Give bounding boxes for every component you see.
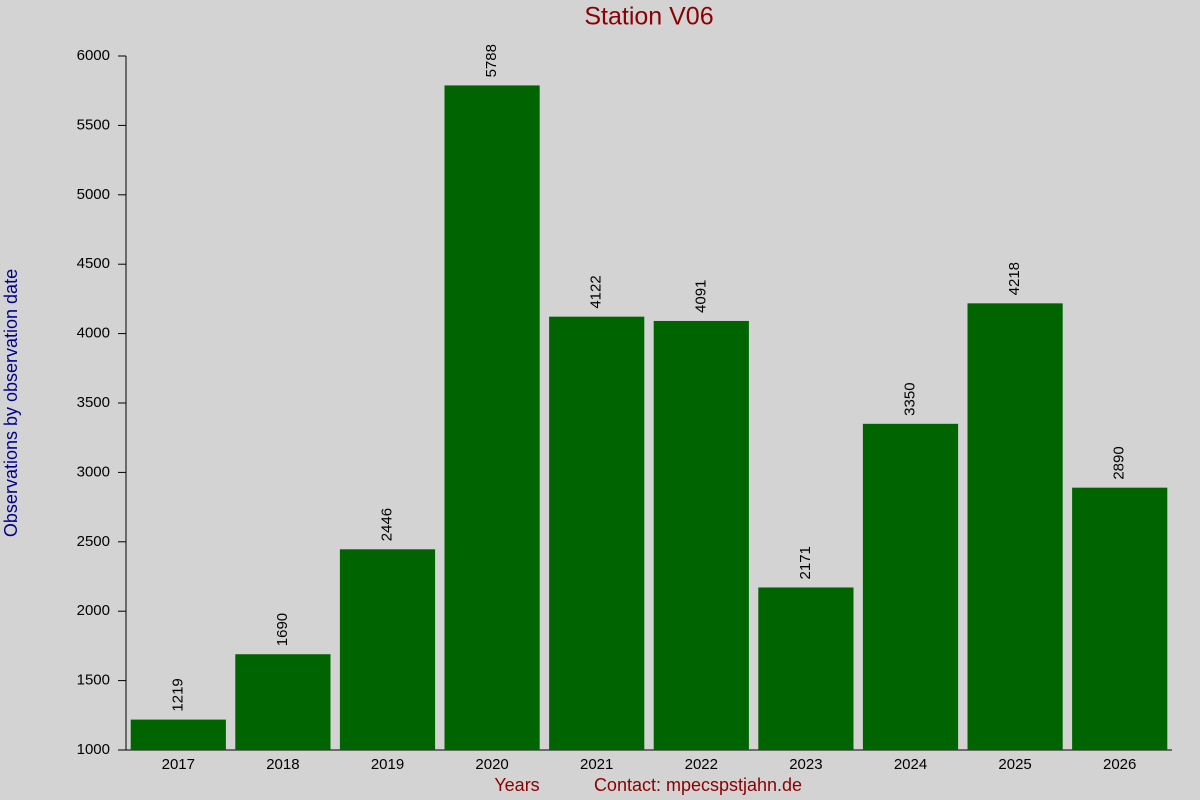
bar xyxy=(1072,487,1168,750)
bar xyxy=(235,654,331,750)
x-tick-label: 2019 xyxy=(371,756,404,773)
x-tick-label: 2017 xyxy=(162,756,195,773)
bar xyxy=(130,719,226,750)
bar xyxy=(549,316,645,750)
value-label: 5788 xyxy=(483,44,500,77)
x-tick-label: 2024 xyxy=(894,756,927,773)
x-tick-label: 2023 xyxy=(789,756,822,773)
value-label: 4122 xyxy=(588,275,605,308)
bar xyxy=(862,423,959,750)
value-label: 1690 xyxy=(274,613,291,646)
annotation: Contact: mpecspstjahn.de xyxy=(594,775,802,795)
value-label: 4218 xyxy=(1006,262,1023,295)
value-label: 2446 xyxy=(378,508,395,541)
x-tick-label: 2022 xyxy=(685,756,718,773)
y-tick-label: 3500 xyxy=(77,394,110,411)
x-axis-label: Years xyxy=(494,775,539,795)
y-tick-label: 2500 xyxy=(77,533,110,550)
bar xyxy=(967,303,1063,750)
y-tick-label: 6000 xyxy=(77,47,110,64)
x-tick-label: 2018 xyxy=(266,756,299,773)
bar xyxy=(758,587,854,750)
y-tick-label: 3000 xyxy=(77,463,110,480)
x-tick-label: 2021 xyxy=(580,756,613,773)
y-tick-label: 5500 xyxy=(77,116,110,133)
x-tick-label: 2026 xyxy=(1103,756,1136,773)
y-tick-label: 1500 xyxy=(77,672,110,689)
x-tick-label: 2020 xyxy=(475,756,508,773)
y-tick-label: 4500 xyxy=(77,255,110,272)
y-tick-label: 4000 xyxy=(77,325,110,342)
bar xyxy=(653,320,749,750)
value-label: 2171 xyxy=(797,546,814,579)
value-label: 2890 xyxy=(1111,446,1128,479)
bar xyxy=(444,85,540,750)
value-label: 4091 xyxy=(692,280,709,313)
value-label: 1219 xyxy=(169,678,186,711)
y-tick-label: 2000 xyxy=(77,602,110,619)
bar xyxy=(339,549,436,750)
y-tick-label: 5000 xyxy=(77,186,110,203)
y-axis-label: Observations by observation date xyxy=(1,269,21,537)
y-tick-label: 1000 xyxy=(77,741,110,758)
chart-title: Station V06 xyxy=(584,3,713,31)
x-tick-label: 2025 xyxy=(998,756,1031,773)
value-label: 3350 xyxy=(901,382,918,415)
